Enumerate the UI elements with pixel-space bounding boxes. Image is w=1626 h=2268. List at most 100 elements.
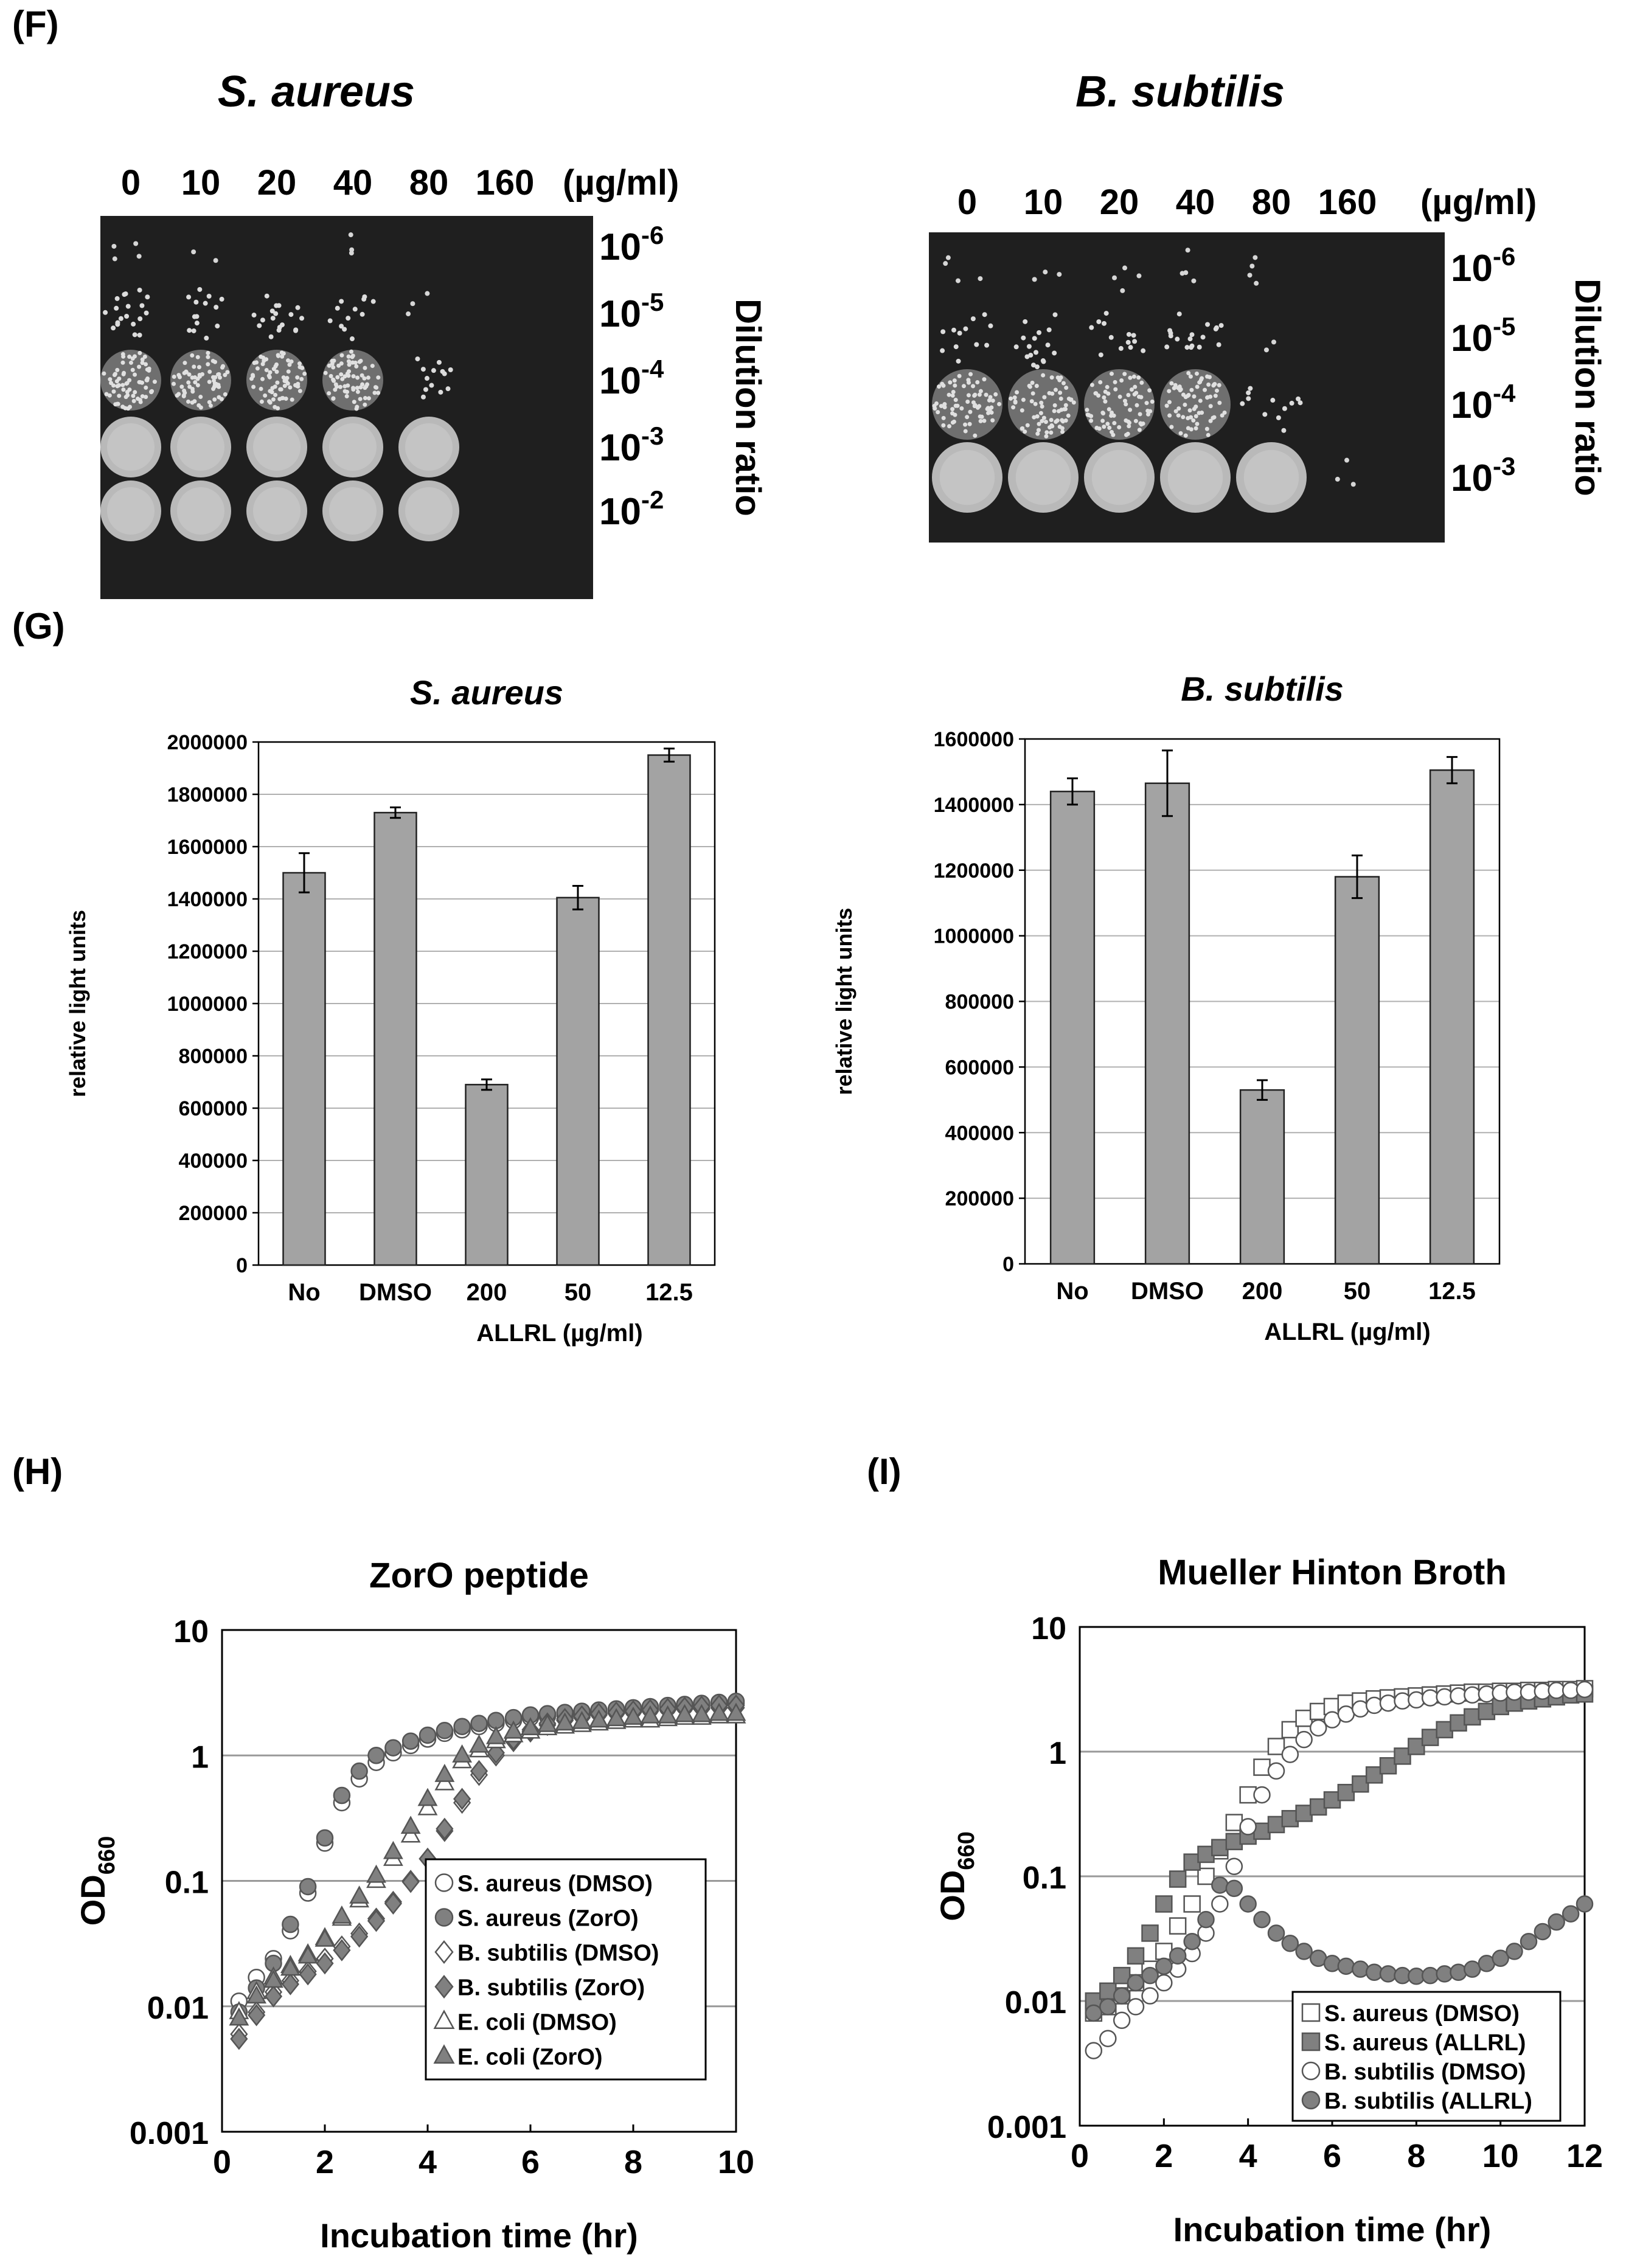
colony bbox=[1126, 393, 1131, 398]
colony bbox=[965, 399, 970, 404]
dilution-axis-label: Dilution ratio bbox=[1568, 279, 1607, 496]
colony bbox=[124, 381, 129, 386]
concentration-label: 40 bbox=[1176, 182, 1215, 222]
colony bbox=[945, 255, 951, 260]
colony bbox=[187, 372, 192, 377]
colony bbox=[1176, 406, 1181, 411]
panel-label-g: (G) bbox=[12, 606, 65, 647]
colony bbox=[346, 354, 351, 359]
concentration-label: 20 bbox=[257, 163, 297, 203]
colony bbox=[1089, 383, 1094, 387]
panel-label-f: (F) bbox=[12, 4, 59, 44]
colony bbox=[114, 305, 119, 311]
colony bbox=[200, 372, 205, 376]
colony bbox=[940, 381, 945, 386]
marker-circle bbox=[1379, 1965, 1397, 1983]
colony bbox=[1214, 325, 1219, 330]
colony bbox=[1185, 248, 1190, 253]
x-category-label: No bbox=[288, 1279, 320, 1306]
marker-square bbox=[1141, 1924, 1159, 1942]
marker-diamond bbox=[230, 2028, 248, 2050]
colony bbox=[1187, 336, 1193, 342]
colony bbox=[1020, 408, 1024, 413]
y-tick-label: 1600000 bbox=[934, 728, 1014, 751]
colony bbox=[1063, 418, 1068, 423]
colony bbox=[1047, 390, 1052, 395]
colony bbox=[127, 378, 132, 383]
colony bbox=[1110, 410, 1114, 415]
colony bbox=[410, 301, 415, 307]
marker-triangle bbox=[469, 1734, 489, 1753]
marker-square bbox=[1113, 1966, 1131, 1985]
colony bbox=[1298, 400, 1303, 406]
colony bbox=[191, 328, 196, 333]
marker-diamond bbox=[281, 1973, 299, 1996]
dilution-exponent: -2 bbox=[641, 485, 664, 514]
colony bbox=[1178, 431, 1183, 435]
colony bbox=[1049, 375, 1054, 380]
colony bbox=[137, 332, 142, 338]
y-tick-label: 1 bbox=[191, 1739, 209, 1775]
marker-triangle bbox=[623, 1706, 644, 1725]
marker-circle bbox=[1309, 1719, 1327, 1737]
colony bbox=[1189, 332, 1195, 338]
colony bbox=[176, 392, 181, 397]
colony bbox=[1009, 396, 1013, 401]
growth-curve-zoro-peptide: ZorO peptide 0.001 0.01 0.1 1 10 0 2 4 6 8 10 S. aur… bbox=[74, 1556, 754, 2255]
x-axis-label: ALLRL (µg/ml) bbox=[1264, 1319, 1430, 1345]
dilution-base: 10 bbox=[599, 226, 641, 268]
colony bbox=[276, 353, 280, 358]
y-tick-label: 600000 bbox=[945, 1056, 1014, 1079]
colony bbox=[1344, 457, 1350, 463]
colony bbox=[1034, 384, 1039, 389]
dilution-base: 10 bbox=[599, 491, 641, 533]
colony bbox=[1216, 342, 1221, 347]
colony bbox=[127, 355, 132, 359]
colony bbox=[117, 394, 122, 398]
colony bbox=[1032, 277, 1037, 282]
marker-square bbox=[1169, 1917, 1187, 1935]
colony bbox=[1139, 422, 1144, 427]
colony bbox=[184, 369, 189, 374]
colony bbox=[149, 389, 154, 394]
colony bbox=[285, 376, 290, 381]
colony bbox=[1098, 380, 1103, 384]
marker-circle bbox=[436, 1722, 454, 1739]
colony bbox=[260, 376, 265, 381]
colony bbox=[997, 401, 1002, 406]
colony bbox=[190, 375, 195, 380]
colony bbox=[332, 378, 336, 383]
dilution-base: 10 bbox=[1451, 248, 1493, 290]
colony bbox=[281, 351, 286, 356]
colony bbox=[420, 367, 426, 372]
colony bbox=[968, 372, 973, 376]
marker-circle bbox=[1421, 1689, 1439, 1707]
colony bbox=[1023, 429, 1027, 434]
colony bbox=[1192, 406, 1197, 411]
panel-label-h: (H) bbox=[12, 1451, 63, 1492]
colony bbox=[290, 397, 294, 402]
colony bbox=[1040, 418, 1044, 423]
colony bbox=[950, 393, 955, 398]
colony bbox=[108, 377, 113, 382]
colony bbox=[117, 376, 122, 381]
marker-circle bbox=[1267, 1762, 1285, 1780]
colony bbox=[131, 321, 136, 327]
colony bbox=[448, 367, 453, 373]
colony bbox=[1246, 390, 1251, 395]
marker-circle bbox=[470, 1715, 488, 1732]
marker-diamond bbox=[264, 1985, 283, 2008]
colony bbox=[1125, 339, 1131, 345]
chart-title: Mueller Hinton Broth bbox=[1158, 1553, 1507, 1592]
dilution-label: 10-2 bbox=[599, 485, 664, 533]
colony bbox=[273, 384, 277, 389]
marker-circle bbox=[1225, 1879, 1243, 1898]
marker-circle bbox=[384, 1739, 402, 1756]
marker-circle bbox=[1506, 1943, 1523, 1960]
x-tick-label: 8 bbox=[1407, 2138, 1425, 2174]
marker-square bbox=[1464, 1708, 1481, 1726]
colony bbox=[1093, 391, 1098, 396]
colony bbox=[275, 380, 280, 385]
colony bbox=[1128, 345, 1133, 350]
colony bbox=[331, 365, 336, 370]
